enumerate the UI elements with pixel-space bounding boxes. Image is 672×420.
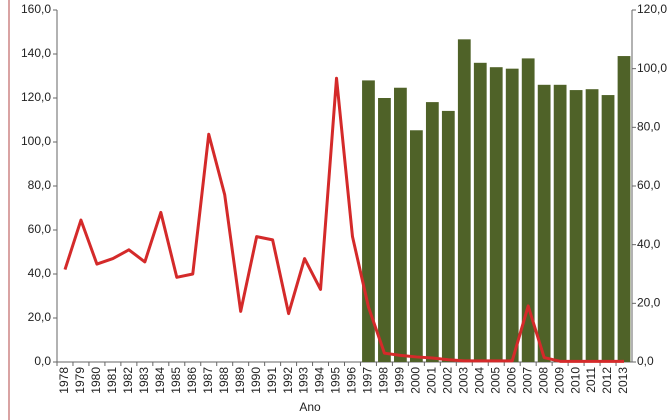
x-tick-label: 2005 bbox=[488, 367, 502, 394]
y-tick-label: 100,0 bbox=[21, 134, 51, 148]
bar bbox=[473, 62, 487, 363]
y2-tick-label: 100,0 bbox=[637, 61, 667, 75]
line bbox=[63, 76, 625, 363]
x-tick-label: 1989 bbox=[233, 367, 247, 394]
bar bbox=[585, 89, 599, 362]
bar bbox=[457, 39, 471, 362]
x-tick-label: 1991 bbox=[265, 367, 279, 394]
bar bbox=[441, 110, 455, 362]
bar bbox=[425, 102, 439, 363]
y-tick-label: 160,0 bbox=[21, 2, 51, 16]
x-tick-label: 1985 bbox=[169, 367, 183, 394]
bar bbox=[394, 87, 407, 362]
y-tick-label: 80,0 bbox=[28, 178, 52, 192]
x-axis-label: Ano bbox=[299, 400, 321, 414]
x-tick-label: 1992 bbox=[281, 367, 295, 394]
bar bbox=[489, 67, 503, 362]
x-tick-label: 2006 bbox=[504, 367, 518, 394]
y2-tick-label: 120,0 bbox=[637, 2, 667, 16]
x-tick-label: 1987 bbox=[201, 367, 215, 394]
y2-tick-label: 0,0 bbox=[637, 354, 654, 368]
x-tick-label: 2008 bbox=[536, 367, 550, 394]
x-tick-label: 1998 bbox=[377, 367, 391, 394]
bar bbox=[617, 56, 631, 362]
y-tick-label: 120,0 bbox=[21, 90, 51, 104]
y2-tick-label: 20,0 bbox=[637, 296, 661, 310]
x-tick-label: 2013 bbox=[616, 367, 630, 394]
x-tick-label: 2010 bbox=[568, 367, 582, 394]
x-tick-label: 1988 bbox=[217, 367, 231, 394]
x-tick-label: 1979 bbox=[73, 367, 87, 394]
x-tick-label: 2002 bbox=[440, 367, 454, 394]
bar bbox=[569, 90, 583, 362]
bar bbox=[521, 58, 535, 363]
x-tick-label: 1995 bbox=[329, 367, 343, 394]
y-tick-label: 0,0 bbox=[34, 354, 51, 368]
y-tick-label: 20,0 bbox=[28, 310, 52, 324]
bar bbox=[553, 84, 567, 363]
y2-tick-label: 80,0 bbox=[637, 120, 661, 134]
y-tick-label: 60,0 bbox=[28, 222, 52, 236]
x-tick-label: 1993 bbox=[297, 367, 311, 394]
x-tick-label: 2011 bbox=[584, 367, 598, 393]
x-tick-label: 1983 bbox=[137, 367, 151, 394]
x-tick-label: 2003 bbox=[456, 367, 470, 394]
x-tick-label: 2000 bbox=[409, 367, 423, 394]
y-tick-label: 140,0 bbox=[21, 46, 51, 60]
x-tick-label: 1978 bbox=[57, 367, 71, 394]
x-tick-label: 1980 bbox=[89, 367, 103, 394]
x-tick-label: 2001 bbox=[425, 367, 439, 394]
x-tick-label: 1999 bbox=[393, 367, 407, 394]
bar bbox=[505, 68, 519, 363]
x-tick-label: 1996 bbox=[345, 367, 359, 394]
x-tick-label: 1984 bbox=[153, 367, 167, 394]
x-tick-label: 2012 bbox=[600, 367, 614, 394]
bar bbox=[601, 95, 615, 363]
bar bbox=[537, 84, 551, 363]
x-tick-label: 1982 bbox=[121, 367, 135, 394]
x-tick-label: 2009 bbox=[552, 367, 566, 394]
x-tick-label: 1986 bbox=[185, 367, 199, 394]
bar bbox=[409, 130, 423, 362]
bar bbox=[378, 98, 391, 362]
x-tick-label: 2004 bbox=[472, 367, 486, 394]
y2-tick-label: 40,0 bbox=[637, 237, 661, 251]
y-tick-label: 40,0 bbox=[28, 266, 52, 280]
x-tick-label: 1994 bbox=[313, 367, 327, 394]
x-tick-label: 2007 bbox=[520, 367, 534, 394]
y2-tick-label: 60,0 bbox=[637, 178, 661, 192]
x-tick-label: 1990 bbox=[249, 367, 263, 394]
x-tick-label: 1997 bbox=[361, 367, 375, 394]
x-tick-label: 1981 bbox=[105, 367, 119, 394]
